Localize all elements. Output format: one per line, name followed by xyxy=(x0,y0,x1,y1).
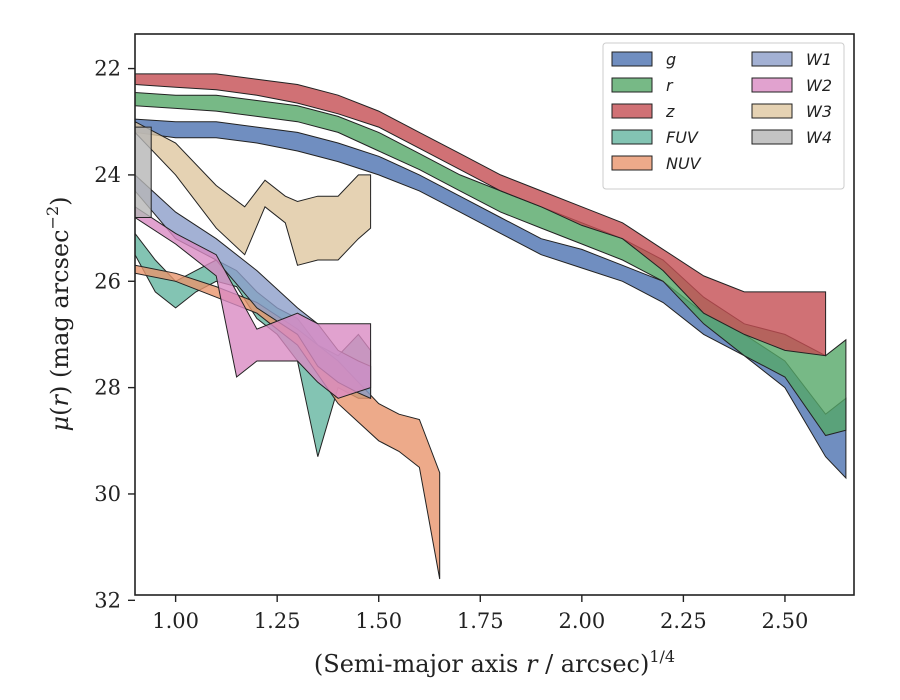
x-tick-label: 1.75 xyxy=(457,609,504,633)
legend-label-w3: W3 xyxy=(806,102,832,121)
legend-label-w1: W1 xyxy=(806,50,832,69)
legend-swatch-w2 xyxy=(751,77,793,93)
legend-swatch-w4 xyxy=(751,129,793,145)
x-axis-label: (Semi-major axis r / arcsec)1/4 xyxy=(314,647,675,678)
y-tick-label: 26 xyxy=(94,269,121,293)
legend-swatch-z xyxy=(611,103,653,119)
legend-label-w2: W2 xyxy=(806,76,832,95)
x-tick-label: 1.25 xyxy=(254,609,301,633)
x-tick-label: 2.00 xyxy=(558,609,605,633)
legend-label-g: g xyxy=(666,50,676,69)
x-tick-label: 1.50 xyxy=(355,609,402,633)
x-tick-label: 2.50 xyxy=(762,609,809,633)
y-axis: 22 24 26 28 30 32 xyxy=(94,57,135,612)
x-tick-label: 1.00 xyxy=(152,609,199,633)
legend-label-w4: W4 xyxy=(806,128,832,147)
band-w3 xyxy=(135,121,372,266)
legend-swatch-fuv xyxy=(611,129,653,145)
legend: grz FUV NUV W1 W2 W3 W4 xyxy=(602,42,845,190)
legend-label-z: z xyxy=(665,102,675,121)
legend-label-r: r xyxy=(666,76,674,95)
band-g xyxy=(135,118,847,480)
legend-swatch-r xyxy=(611,77,653,93)
y-tick-label: 24 xyxy=(94,163,121,187)
bands-layer xyxy=(135,73,847,580)
y-tick-label: 28 xyxy=(94,376,121,400)
y-tick-label: 22 xyxy=(94,57,121,81)
y-tick-label: 30 xyxy=(94,482,121,506)
legend-swatch-nuv xyxy=(611,155,653,171)
band-w4 xyxy=(135,126,152,218)
legend-swatch-w1 xyxy=(751,51,793,67)
x-axis: 1.00 1.25 1.50 1.75 2.00 2.25 2.50 xyxy=(152,595,808,633)
legend-swatch-g xyxy=(611,51,653,67)
legend-label-nuv: NUV xyxy=(666,154,702,173)
y-tick-label: 32 xyxy=(94,588,121,612)
plot-frame xyxy=(134,33,855,596)
y-axis-label: μ(r) (mag arcsec−2) xyxy=(43,196,74,431)
legend-swatch-w3 xyxy=(751,103,793,119)
x-tick-label: 2.25 xyxy=(660,609,707,633)
legend-label-fuv: FUV xyxy=(666,128,699,147)
band-r xyxy=(135,91,847,437)
band-w2 xyxy=(135,206,372,399)
band-z xyxy=(135,73,827,357)
